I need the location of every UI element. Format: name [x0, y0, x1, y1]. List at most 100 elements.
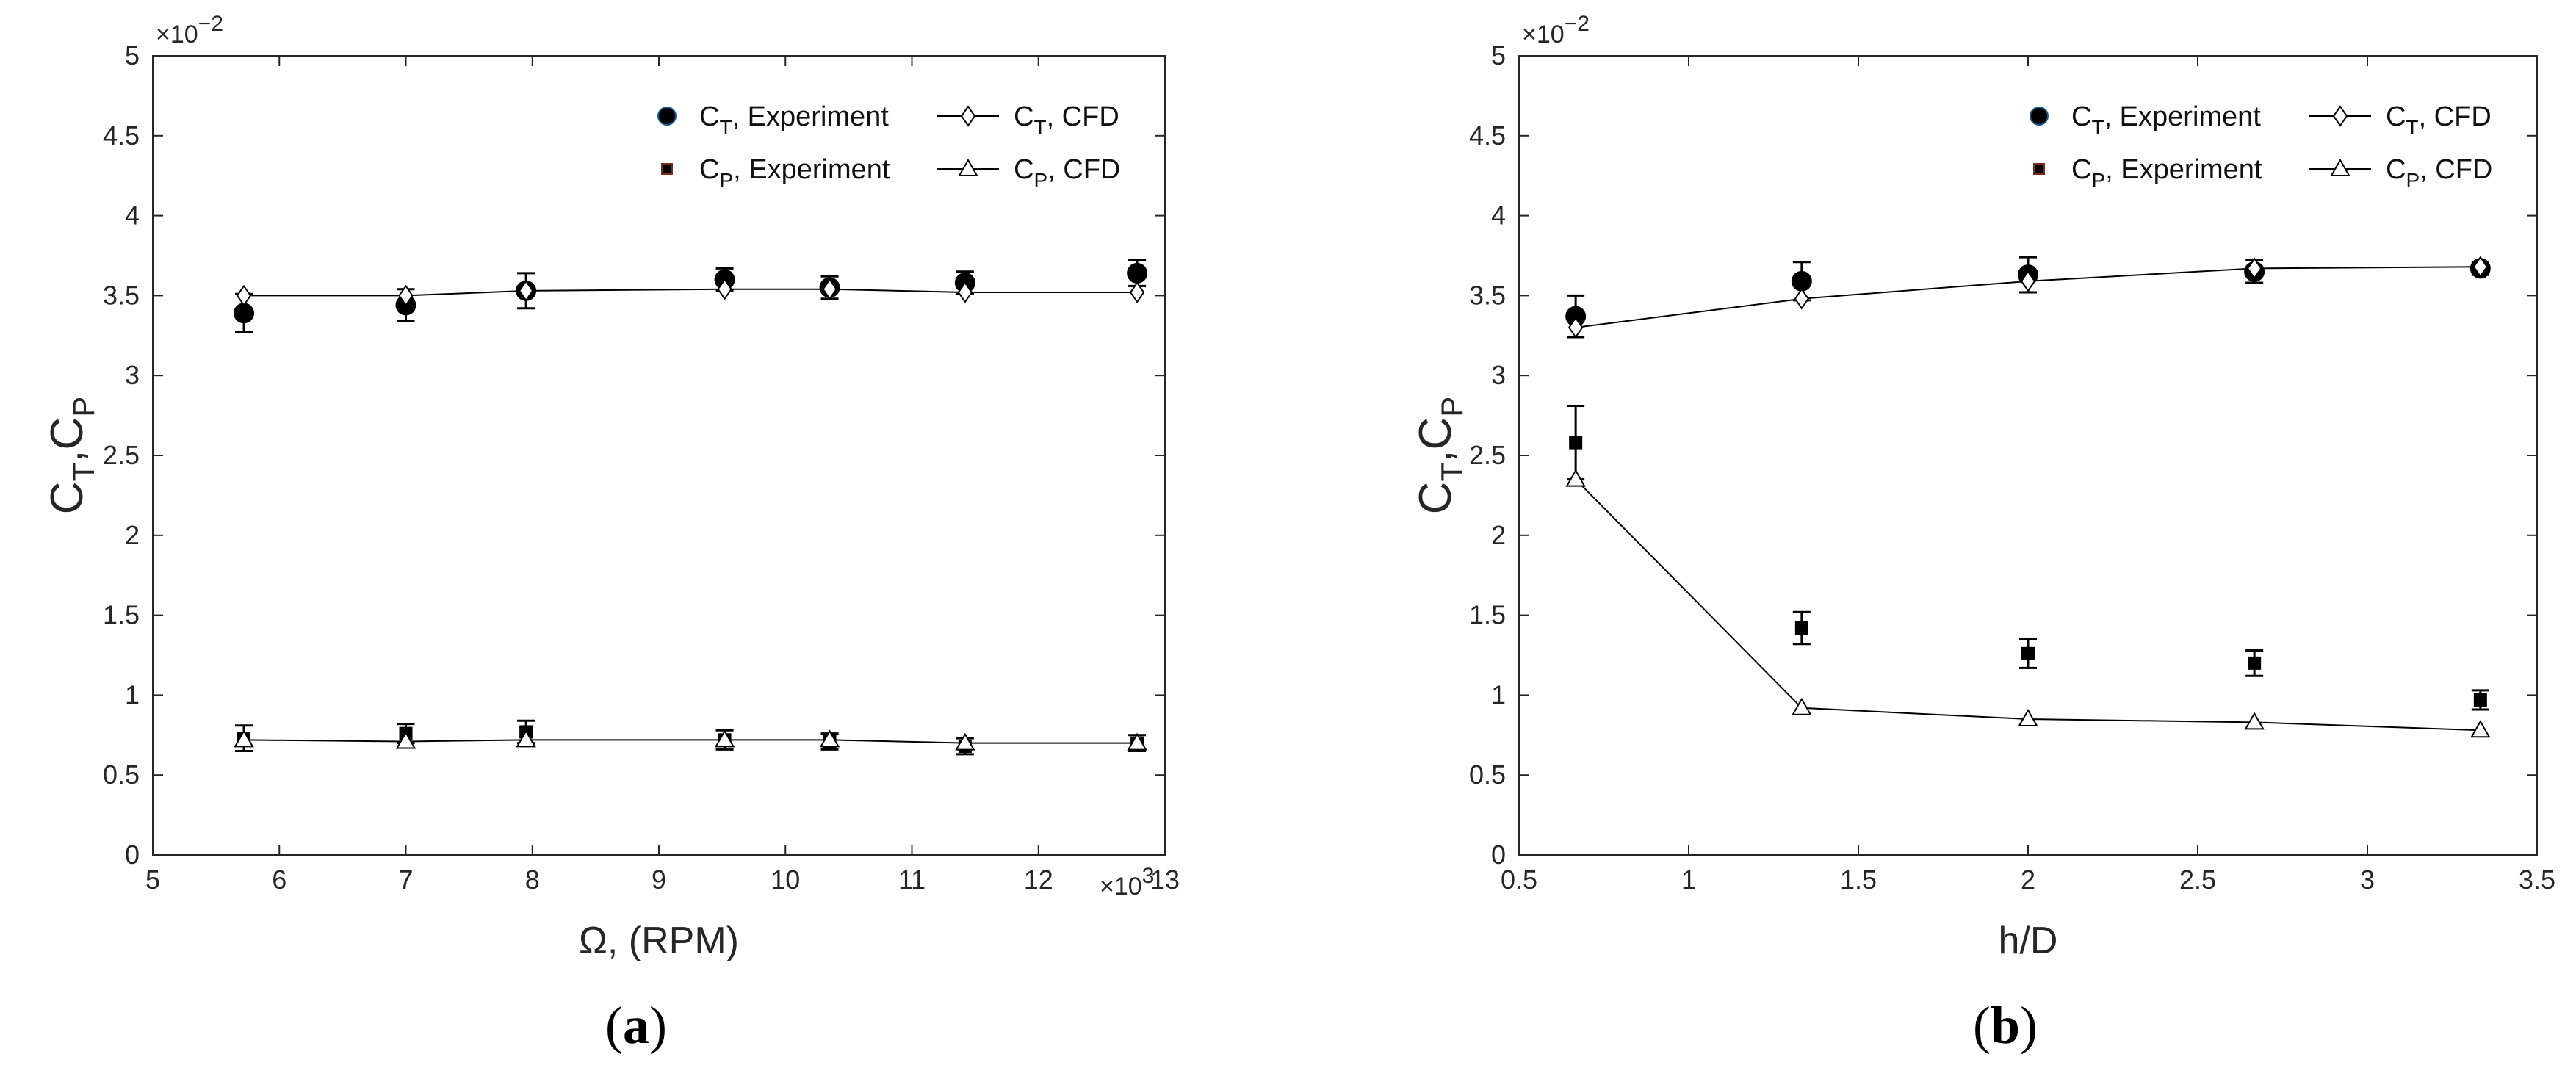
chart-a-legend-cp-cfd-marker [958, 158, 978, 176]
chart-b-cp-cfd-point [2470, 720, 2491, 738]
chart-a-cp-cfd-point [714, 729, 735, 748]
chart-b-panel-label: (b) [1973, 996, 2038, 1055]
chart-a-cp-cfd-point [516, 729, 536, 748]
chart-b-y-tick-label: 4 [1491, 201, 1506, 231]
chart-b-x-tick-label: 0.5 [1501, 865, 1537, 895]
chart-b-x-tick-label: 2 [2021, 865, 2035, 895]
chart-a-y-tick-label: 1 [125, 679, 140, 710]
chart-b-ct-cfd-point [2246, 257, 2262, 280]
chart-a-x-tick-label: 6 [272, 865, 286, 895]
chart-b-cp-experiment-point [1569, 436, 1583, 450]
chart-b-x-tick-label: 3 [2360, 865, 2375, 895]
chart-a-series [234, 259, 1148, 756]
chart-b-legend-ct-experiment-label: CT, Experiment [2071, 101, 2261, 139]
chart-b-legend-cp-experiment-marker [2033, 163, 2045, 175]
chart-b: 0.5 1 1.5 2 2.5 3 3.500.511.522.533.544.55 CT,… [1410, 12, 2555, 1055]
chart-a-ct-cfd-point [957, 281, 973, 303]
chart-b-x-tick-label: 3.5 [2519, 865, 2555, 895]
chart-a-legend-ct-experiment-label: CT, Experiment [699, 101, 889, 139]
chart-b-legend-ct-cfd-marker [2332, 105, 2348, 127]
chart-b-x-tick-label: 2.5 [2179, 865, 2216, 895]
chart-a-y-axis-label: CT,CP [42, 397, 101, 514]
chart-b-legend: CT, Experiment CT, CFD CP, Experiment CP, C… [2030, 101, 2492, 192]
chart-a-ticks: 5 6 7 8 9 10 11 12 13 0 0.5 1 1.5 2 2.5 3 3.5 4 4.5 5 [103, 40, 1180, 895]
chart-a-y-tick-label: 0 [125, 840, 140, 870]
chart-a-x-tick-label: 10 [771, 865, 800, 895]
chart-b-y-tick-label: 1.5 [1469, 600, 1506, 630]
chart-a-ct-cfd-point [398, 284, 414, 307]
chart-b-x-axis-label: h/D [1999, 920, 2058, 962]
chart-b-cp-experiment-point [1794, 621, 1808, 635]
chart-a-cp-cfd-point [1127, 732, 1147, 751]
chart-a-x-tick-label: 13 [1150, 865, 1180, 895]
chart-a-x-tick-label: 12 [1024, 865, 1053, 895]
chart-b-legend-cp-experiment-label: CP, Experiment [2071, 154, 2262, 192]
chart-b-cp-experiment-point [2021, 646, 2035, 660]
chart-a-x-tick-label: 11 [898, 865, 926, 895]
chart-a-y-tick-label: 4 [125, 201, 140, 231]
chart-b-x-tick-label: 1.5 [1840, 865, 1877, 895]
chart-b-cp-cfd-point [2244, 712, 2265, 730]
chart-a-ct-cfd-point [1129, 281, 1145, 303]
chart-b-y-tick-label: 2.5 [1469, 440, 1506, 470]
chart-a-x-tick-label: 8 [525, 865, 540, 895]
chart-a-legend-ct-experiment-marker [657, 107, 677, 126]
chart-b-ct-experiment-point [1565, 306, 1587, 327]
chart-a-legend: CT, Experiment CT, CFD CP, Experiment CP, C… [657, 101, 1120, 192]
chart-b-y-tick-label: 0.5 [1469, 759, 1506, 790]
chart-b-ct-cfd-point [1794, 287, 1810, 310]
chart-a-y-tick-label: 2.5 [103, 440, 140, 470]
chart-a-y-tick-label: 0.5 [103, 759, 140, 790]
chart-b-legend-ct-cfd-label: CT, CFD [2386, 101, 2492, 139]
chart-b-cp-experiment-point [2248, 656, 2262, 670]
chart-b-series [1565, 256, 2491, 738]
chart-b-ct-cfd-point [2020, 270, 2036, 292]
chart-b-ticks: 0.5 1 1.5 2 2.5 3 3.500.511.522.533.544.55 [1469, 40, 2555, 895]
chart-b-legend-cp-cfd-marker [2330, 158, 2350, 176]
chart-a-x-tick-label: 5 [145, 865, 160, 895]
chart-b-y-tick-label: 2 [1491, 520, 1506, 550]
chart-b-y-tick-label: 4.5 [1469, 120, 1506, 151]
chart-b-y-multiplier: ×10−2 [1522, 12, 1590, 48]
chart-a-legend-ct-cfd-marker [960, 105, 976, 127]
chart-b-plot-frame [1518, 55, 2538, 856]
chart-a-x-tick-label: 7 [398, 865, 413, 895]
chart-a-ct-experiment-point [1127, 262, 1148, 284]
chart-a-x-axis-label: Ω, (RPM) [579, 920, 739, 962]
chart-a-ct-cfd-point [717, 278, 732, 300]
chart-b-legend-ct-experiment-marker [2030, 107, 2049, 126]
chart-b-y-axis-label: CT,CP [1410, 397, 1469, 514]
chart-b-legend-cp-cfd-label: CP, CFD [2386, 154, 2492, 192]
chart-b-y-tick-label: 5 [1491, 40, 1506, 71]
chart-b-y-tick-label: 1 [1491, 679, 1506, 710]
chart-a-cp-cfd-point [395, 731, 416, 749]
chart-b-ct-cfd-point [1567, 317, 1584, 339]
chart-a-y-tick-label: 3.5 [103, 280, 140, 310]
chart-a-panel-label: (a) [605, 996, 667, 1055]
chart-a-x-tick-label: 9 [652, 865, 666, 895]
chart-a-cp-cfd-point [819, 729, 840, 748]
chart-a-cp-cfd-point [234, 729, 254, 748]
chart-b-y-tick-label: 0 [1491, 840, 1506, 870]
chart-a-ct-cfd-point [822, 278, 837, 300]
chart-a-y-tick-label: 1.5 [103, 600, 140, 630]
chart-a-y-tick-label: 2 [125, 520, 140, 550]
chart-a-plot-frame [152, 55, 1166, 856]
chart-a-legend-cp-experiment-marker [661, 163, 673, 175]
chart-b-cp-cfd-point [1792, 697, 1812, 715]
chart-b-cp-experiment-point [2473, 693, 2487, 707]
chart-a-legend-ct-cfd-label: CT, CFD [1014, 101, 1119, 139]
chart-a-y-tick-label: 5 [125, 40, 140, 71]
chart-b-x-tick-label: 1 [1681, 865, 1696, 895]
chart-a-ct-cfd-point [236, 284, 252, 307]
chart-a: 5 6 7 8 9 10 11 12 13 0 0.5 1 1.5 2 2.5 3 3.5 4 4.5 5 CT, E… [42, 12, 1180, 1055]
chart-a-ct-experiment-point [234, 303, 255, 324]
chart-a-y-tick-label: 4.5 [103, 120, 140, 151]
chart-b-cp-cfd-point [1565, 469, 1586, 487]
chart-b-ct-experiment-point [1791, 270, 1812, 292]
chart-a-x-multiplier: ×103 [1100, 864, 1154, 901]
chart-b-y-tick-label: 3 [1491, 360, 1506, 390]
chart-a-y-tick-label: 3 [125, 360, 140, 390]
chart-a-legend-cp-cfd-label: CP, CFD [1014, 154, 1120, 192]
